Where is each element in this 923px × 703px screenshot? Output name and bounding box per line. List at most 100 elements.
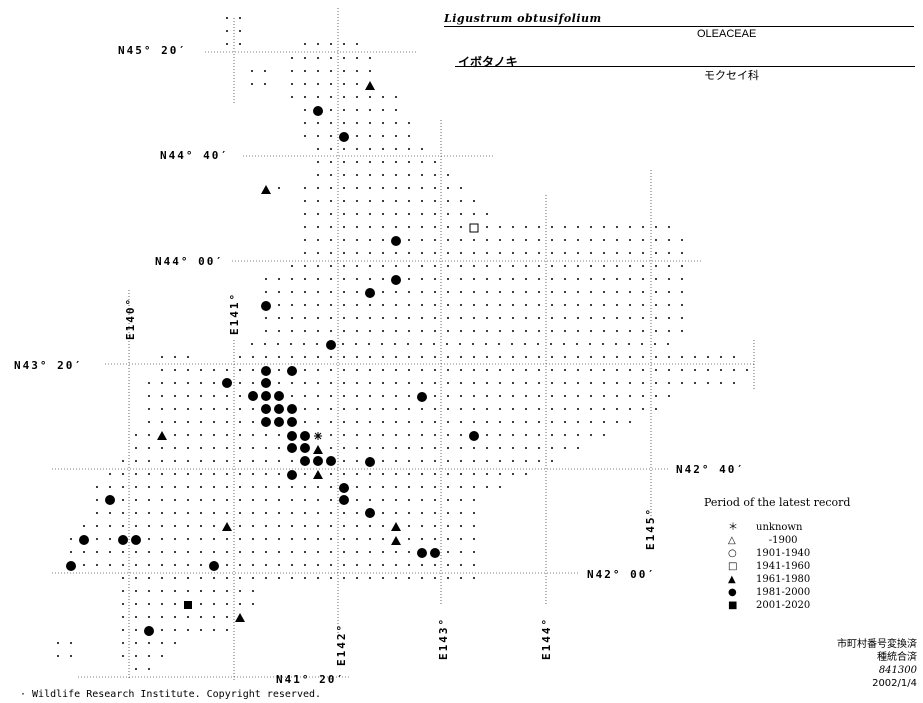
open-square-icon: □ (728, 561, 738, 572)
mesh-dot (395, 291, 397, 293)
mesh-dot (213, 408, 215, 410)
mesh-dot (603, 395, 605, 397)
mesh-dot (408, 499, 410, 501)
mesh-dot (395, 486, 397, 488)
mesh-dot (291, 265, 293, 267)
mesh-dot (408, 122, 410, 124)
mesh-dot (551, 356, 553, 358)
mesh-dot (96, 486, 98, 488)
mesh-dot (486, 408, 488, 410)
mesh-dot (564, 421, 566, 423)
record-filled-circle (287, 431, 297, 441)
mesh-dot (460, 447, 462, 449)
mesh-dot (57, 655, 59, 657)
mesh-dot (395, 226, 397, 228)
mesh-dot (460, 434, 462, 436)
mesh-dot (473, 252, 475, 254)
mesh-dot (564, 382, 566, 384)
mesh-dot (174, 525, 176, 527)
mesh-dot (317, 291, 319, 293)
mesh-dot (330, 83, 332, 85)
record-filled-circle (248, 391, 258, 401)
lon-label-e141: E141° (228, 291, 241, 335)
mesh-dot (187, 382, 189, 384)
mesh-dot (252, 356, 254, 358)
mesh-dot (421, 538, 423, 540)
mesh-dot (382, 161, 384, 163)
mesh-dot (304, 265, 306, 267)
mesh-dot (382, 447, 384, 449)
mesh-dot (694, 356, 696, 358)
mesh-dot (421, 265, 423, 267)
record-filled-circle (300, 456, 310, 466)
mesh-dot (525, 278, 527, 280)
mesh-dot (447, 278, 449, 280)
mesh-dot (603, 356, 605, 358)
mesh-dot (330, 43, 332, 45)
mesh-dot (434, 187, 436, 189)
mesh-dot (161, 603, 163, 605)
mesh-dot (538, 330, 540, 332)
mesh-dot (148, 512, 150, 514)
mesh-dot (395, 148, 397, 150)
mesh-dot (525, 382, 527, 384)
mesh-dot (343, 421, 345, 423)
filled-triangle-icon: ▲ (728, 574, 736, 585)
mesh-dot (447, 174, 449, 176)
mesh-dot (512, 408, 514, 410)
mesh-dot (291, 304, 293, 306)
mesh-dot (382, 538, 384, 540)
mesh-dot (381, 343, 383, 345)
mesh-dot (304, 213, 306, 215)
mesh-dot (356, 499, 358, 501)
mesh-dot (564, 304, 566, 306)
mesh-dot (655, 382, 657, 384)
mesh-dot (551, 434, 553, 436)
mesh-dot (342, 343, 344, 345)
mesh-dot (616, 317, 618, 319)
mesh-dot (447, 486, 449, 488)
mesh-dot (564, 434, 566, 436)
mesh-dot (122, 512, 124, 514)
mesh-dot (512, 395, 514, 397)
mesh-dot (460, 369, 462, 371)
mesh-dot (369, 304, 371, 306)
mesh-dot (174, 512, 176, 514)
mesh-dot (382, 109, 384, 111)
mesh-dot (148, 577, 150, 579)
mesh-dot (303, 343, 305, 345)
mesh-dot (109, 512, 111, 514)
asterisk-icon: ＊ (728, 522, 738, 533)
mesh-dot (408, 226, 410, 228)
processing-stamp: 市町村番号変換済 種統合済 841300 2002/1/4 (837, 638, 917, 690)
mesh-dot (122, 564, 124, 566)
mesh-dot (512, 356, 514, 358)
mesh-dot (590, 408, 592, 410)
mesh-dot (226, 43, 228, 45)
mesh-dot (564, 291, 566, 293)
mesh-dot (681, 304, 683, 306)
mesh-dot (538, 382, 540, 384)
mesh-dot (174, 577, 176, 579)
mesh-dot (434, 408, 436, 410)
mesh-dot (408, 278, 410, 280)
mesh-dot (733, 356, 735, 358)
mesh-dot (525, 356, 527, 358)
mesh-dot (356, 421, 358, 423)
legend-item-1961-1980: ▲ 1961-1980 (728, 573, 810, 586)
mesh-dot (304, 564, 306, 566)
mesh-dot (616, 421, 618, 423)
mesh-dot (447, 226, 449, 228)
mesh-dot (486, 382, 488, 384)
mesh-dot (148, 486, 150, 488)
mesh-dot (330, 174, 332, 176)
mesh-dot (304, 512, 306, 514)
mesh-dot (434, 161, 436, 163)
mesh-dot (252, 434, 254, 436)
record-filled-circle (287, 404, 297, 414)
mesh-dot (551, 395, 553, 397)
mesh-dot (460, 538, 462, 540)
mesh-dot (460, 512, 462, 514)
record-asterisk (314, 432, 322, 440)
mesh-dot (447, 512, 449, 514)
